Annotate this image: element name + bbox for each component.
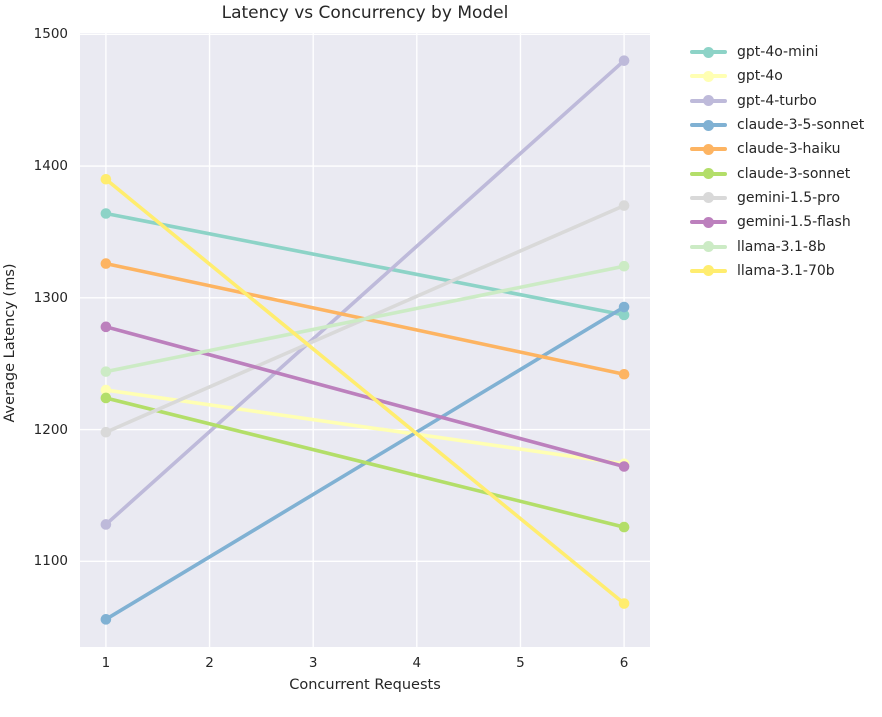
- legend-label: gemini-1.5-pro: [737, 189, 841, 206]
- legend-label: llama-3.1-70b: [737, 262, 835, 279]
- series-line-llama-3.1-70b: [104, 177, 626, 606]
- series-line-gpt-4o: [104, 388, 626, 466]
- legend-swatch-icon: [690, 95, 727, 107]
- legend-swatch-icon: [690, 143, 727, 155]
- legend-label: gpt-4o: [737, 68, 783, 85]
- legend-item-gpt-4o: gpt-4o: [690, 64, 864, 88]
- legend-swatch-icon: [690, 241, 727, 253]
- data-point-gpt-4-turbo-x6: [618, 55, 630, 66]
- legend-label: gemini-1.5-flash: [737, 214, 851, 231]
- legend-swatch-icon: [690, 265, 727, 277]
- y-tick-label-1300: 1300: [33, 289, 68, 306]
- x-tick-label-1: 1: [101, 655, 111, 671]
- legend-item-gpt-4o-mini: gpt-4o-mini: [690, 40, 864, 64]
- legend-label: claude-3-sonnet: [737, 165, 851, 182]
- data-point-claude-3-sonnet-x1: [100, 392, 112, 404]
- y-tick-label-1100: 1100: [33, 553, 68, 570]
- legend-label: llama-3.1-8b: [737, 238, 826, 255]
- legend-item-gpt-4-turbo: gpt-4-turbo: [690, 89, 864, 113]
- legend-swatch-icon: [690, 168, 727, 180]
- data-point-claude-3-sonnet-x6: [618, 521, 630, 533]
- legend-swatch-icon: [690, 192, 727, 204]
- data-point-llama-3.1-70b-x6: [618, 598, 630, 609]
- data-point-llama-3.1-8b-x1: [100, 366, 112, 377]
- x-tick-label-5: 5: [516, 655, 525, 671]
- plot-canvas: [80, 33, 650, 647]
- series-line-llama-3.1-8b: [104, 264, 626, 374]
- y-tick-label-1400: 1400: [33, 158, 68, 175]
- y-tick-label-1200: 1200: [33, 421, 68, 438]
- legend: gpt-4o-mini gpt-4o gpt-4-turbo claude-3-5-s…: [690, 40, 864, 283]
- legend-item-claude-3-sonnet: claude-3-sonnet: [690, 161, 864, 185]
- legend-label: gpt-4-turbo: [737, 92, 817, 109]
- legend-label: claude-3-5-sonnet: [737, 117, 865, 134]
- x-tick-label-2: 2: [205, 655, 214, 671]
- y-axis-label-text: Average Latency (ms): [2, 263, 18, 423]
- data-point-gemini-1.5-pro-x1: [100, 426, 112, 438]
- series-line-claude-3-sonnet: [104, 396, 626, 529]
- series-line-gpt-4-turbo: [104, 58, 626, 527]
- x-axis-label: Concurrent Requests: [289, 677, 441, 693]
- data-point-claude-3-5-sonnet-x1: [100, 614, 112, 625]
- legend-swatch-icon: [690, 70, 727, 82]
- legend-swatch-icon: [690, 119, 727, 131]
- x-tick-label-3: 3: [308, 655, 318, 671]
- legend-swatch-icon: [690, 46, 727, 58]
- legend-item-claude-3-haiku: claude-3-haiku: [690, 137, 864, 161]
- data-point-llama-3.1-8b-x6: [618, 260, 630, 272]
- legend-item-gemini-1.5-pro: gemini-1.5-pro: [690, 186, 864, 210]
- data-point-gpt-4o-mini-x6: [618, 309, 630, 321]
- data-point-claude-3-haiku-x6: [618, 368, 630, 380]
- data-point-gpt-4o-mini-x1: [100, 208, 112, 219]
- x-tick-label-4: 4: [412, 655, 422, 671]
- legend-swatch-icon: [690, 216, 727, 228]
- legend-item-llama-3.1-70b: llama-3.1-70b: [690, 259, 864, 283]
- data-point-claude-3-5-sonnet-x6: [618, 301, 630, 313]
- data-point-gemini-1.5-flash-x6: [618, 461, 630, 472]
- y-tick-label-1500: 1500: [33, 26, 68, 43]
- x-tick-label-6: 6: [619, 655, 629, 671]
- data-point-gemini-1.5-pro-x6: [618, 200, 630, 211]
- series-line-gpt-4o-mini: [104, 211, 626, 317]
- legend-label: gpt-4o-mini: [737, 44, 819, 61]
- series-line-gemini-1.5-flash: [104, 325, 626, 469]
- data-point-gemini-1.5-flash-x1: [100, 321, 112, 333]
- chart-title: Latency vs Concurrency by Model: [221, 3, 509, 23]
- legend-item-llama-3.1-8b: llama-3.1-8b: [690, 234, 864, 258]
- data-point-claude-3-haiku-x1: [100, 258, 112, 269]
- legend-label: claude-3-haiku: [737, 141, 841, 158]
- plot-area: [80, 33, 650, 647]
- legend-item-claude-3-5-sonnet: claude-3-5-sonnet: [690, 113, 864, 137]
- data-point-gpt-4o-x1: [100, 384, 112, 396]
- data-point-gpt-4-turbo-x1: [100, 519, 112, 530]
- legend-item-gemini-1.5-flash: gemini-1.5-flash: [690, 210, 864, 234]
- data-point-llama-3.1-70b-x1: [100, 173, 112, 185]
